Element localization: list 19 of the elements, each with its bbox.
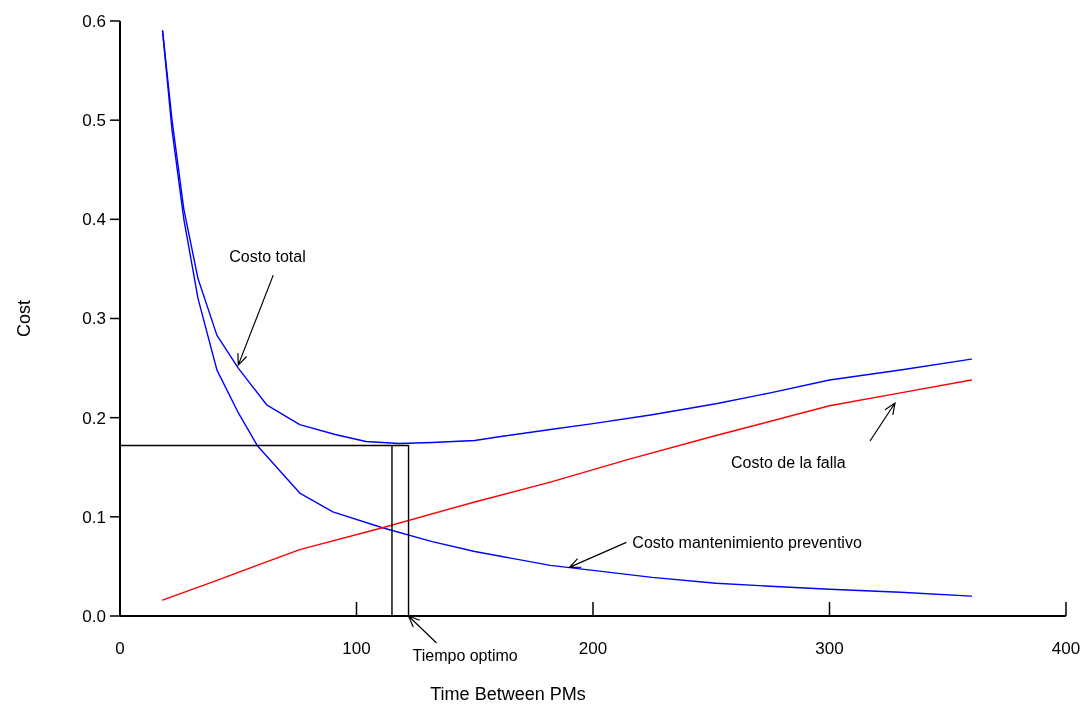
x-tick-label: 0 xyxy=(115,639,125,658)
annotation: Costo mantenimiento preventivo xyxy=(632,534,862,552)
y-tick-label: 0.0 xyxy=(82,606,106,626)
x-axis-title: Time Between PMs xyxy=(430,684,586,704)
y-tick-label: 0.2 xyxy=(82,408,106,428)
y-tick-label: 0.4 xyxy=(82,210,106,230)
annotation: Tiempo optimo xyxy=(412,647,518,664)
x-tick-label: 200 xyxy=(578,639,608,658)
y-tick-label: 0.3 xyxy=(82,309,106,329)
y-axis-title: Cost xyxy=(14,299,34,338)
y-tick-label: 0.6 xyxy=(82,11,106,31)
annotation: Costo de la falla xyxy=(731,454,846,471)
y-tick-label: 0.5 xyxy=(82,111,106,131)
line-series xyxy=(161,379,973,601)
x-tick-label: 400 xyxy=(1051,639,1081,658)
x-tick-label: 100 xyxy=(342,639,371,658)
y-tick-label: 0.1 xyxy=(82,507,106,527)
annotation: Costo total xyxy=(229,248,306,266)
x-tick-label: 300 xyxy=(815,639,844,658)
